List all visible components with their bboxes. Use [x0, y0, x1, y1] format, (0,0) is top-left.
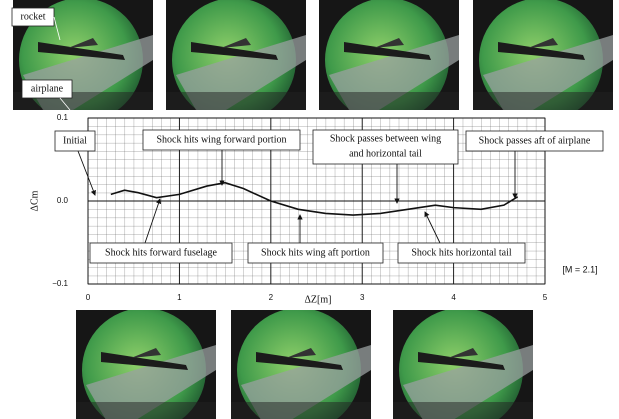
x-tick-label: 3: [360, 293, 365, 302]
annotation: Initial: [63, 135, 87, 146]
y-tick-label: 0.0: [57, 196, 69, 205]
x-tick-label: 2: [269, 293, 274, 302]
x-axis-label: ΔZ[m]: [305, 294, 332, 305]
photo: [473, 0, 613, 122]
annotation: and horizontal tail: [349, 148, 422, 159]
annotation: Shock hits forward fuselage: [105, 247, 217, 258]
figure: rocket airplane −0.1 0.0 0.1 0 1 2 3 4 5 Initial Sh…: [0, 0, 619, 419]
y-axis-label: ΔCm: [29, 190, 40, 211]
photo: [393, 308, 533, 419]
x-tick-label: 0: [86, 293, 91, 302]
annotation: Shock hits wing aft portion: [261, 247, 370, 258]
annotation: Shock passes aft of airplane: [479, 135, 591, 146]
annotation: Shock passes between wing: [330, 133, 441, 144]
y-tick-label: −0.1: [52, 279, 68, 288]
photo: [166, 0, 306, 122]
photo: [319, 0, 459, 122]
photo-label: airplane: [31, 83, 64, 94]
photo: [76, 308, 216, 419]
photo: [231, 308, 371, 419]
y-tick-label: 0.1: [57, 113, 69, 122]
mach-label: [M = 2.1]: [562, 264, 597, 274]
annotation: Shock hits wing forward portion: [157, 134, 287, 145]
x-tick-label: 4: [451, 293, 456, 302]
x-tick-label: 1: [177, 293, 182, 302]
photo-label: rocket: [21, 11, 46, 22]
annotation: Shock hits horizontal tail: [411, 247, 511, 258]
x-tick-label: 5: [543, 293, 548, 302]
